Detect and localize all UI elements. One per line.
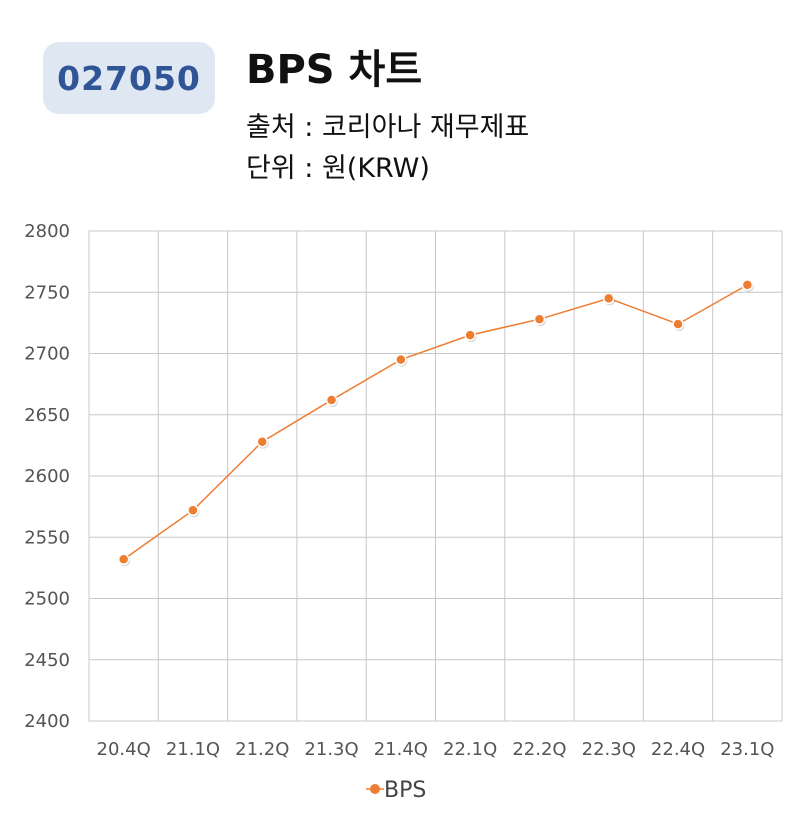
y-tick-label: 2600 bbox=[24, 466, 70, 487]
y-tick-label: 2650 bbox=[24, 405, 70, 426]
y-tick-label: 2400 bbox=[24, 711, 70, 732]
data-point bbox=[325, 394, 338, 406]
y-tick-label: 2700 bbox=[24, 344, 70, 365]
data-point bbox=[533, 313, 546, 325]
series-line-bps bbox=[123, 284, 748, 560]
legend-label: BPS bbox=[384, 778, 426, 803]
y-tick-label: 2550 bbox=[24, 527, 70, 548]
x-tick-label: 21.4Q bbox=[374, 739, 428, 760]
chart-title: BPS 차트 bbox=[246, 47, 423, 93]
x-tick-label: 21.1Q bbox=[166, 739, 220, 760]
data-point bbox=[603, 292, 615, 305]
x-tick-label: 23.1Q bbox=[720, 739, 774, 760]
y-tick-label: 2450 bbox=[24, 650, 70, 671]
x-tick-label: 22.3Q bbox=[582, 739, 636, 760]
data-point bbox=[395, 353, 407, 366]
x-tick-label: 20.4Q bbox=[97, 739, 151, 760]
x-tick-label: 22.1Q bbox=[443, 739, 497, 760]
y-tick-label: 2500 bbox=[24, 589, 70, 610]
data-point bbox=[187, 504, 199, 517]
data-point bbox=[117, 553, 130, 566]
x-tick-label: 21.2Q bbox=[235, 739, 289, 760]
x-tick-label: 21.3Q bbox=[304, 739, 358, 760]
y-tick-label: 2750 bbox=[24, 282, 70, 303]
data-point bbox=[256, 435, 268, 448]
unit-text: 단위 : 원(KRW) bbox=[246, 153, 430, 184]
y-tick-label: 2800 bbox=[24, 221, 70, 242]
data-point bbox=[741, 279, 754, 291]
stock-code: 027050 bbox=[57, 58, 201, 98]
stock-code-badge: 027050 bbox=[43, 42, 215, 114]
data-point bbox=[672, 318, 684, 330]
data-point bbox=[464, 329, 476, 341]
legend-marker bbox=[370, 784, 380, 794]
x-tick-label: 22.2Q bbox=[512, 739, 566, 760]
source-text: 출처 : 코리아나 재무제표 bbox=[246, 112, 530, 143]
x-tick-label: 22.4Q bbox=[651, 739, 705, 760]
